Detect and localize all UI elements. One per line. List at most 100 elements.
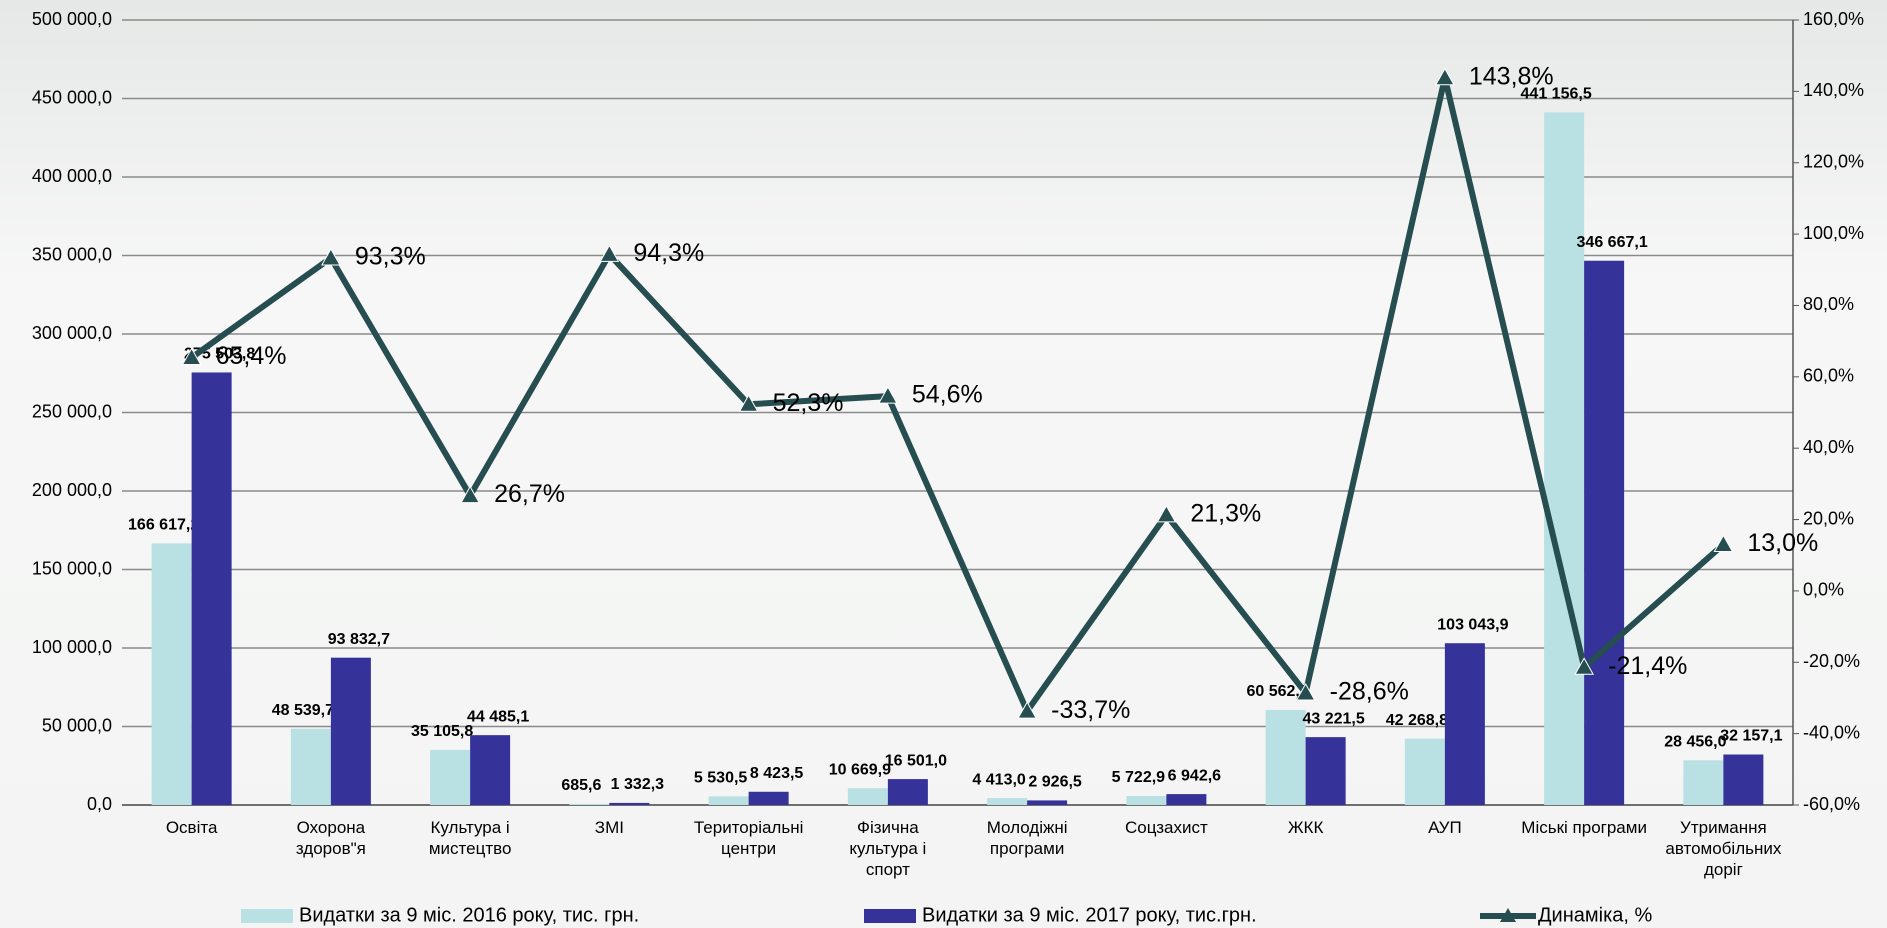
y-tick-label: 50 000,0 (42, 715, 112, 735)
y2-tick-label: 20,0% (1803, 508, 1854, 528)
value-label: 5 722,9 (1112, 769, 1165, 786)
x-tick-label: Територіальні центри (693, 818, 804, 858)
bar (1683, 760, 1724, 805)
line-marker (321, 247, 341, 266)
y-tick-label: 500 000,0 (32, 9, 112, 29)
bar (569, 803, 610, 805)
y2-tick-label: 120,0% (1803, 151, 1864, 171)
value-label: 32 157,1 (1720, 728, 1782, 745)
y2-tick-label: 0,0% (1803, 580, 1844, 600)
line-marker (1574, 657, 1594, 675)
y2-tick-label: -20,0% (1803, 651, 1860, 671)
bar (151, 543, 192, 805)
line-marker (181, 347, 202, 366)
legend-label: Видатки за 9 міс. 2017 року, тис.грн. (922, 904, 1257, 926)
line-marker (599, 244, 620, 262)
bar (1584, 260, 1625, 805)
bar (1126, 796, 1167, 805)
x-tick-label: Міські програми (1521, 818, 1647, 837)
y-tick-label: 250 000,0 (32, 401, 112, 421)
line-marker (1435, 67, 1455, 86)
bar (609, 802, 650, 805)
x-tick-label: Утримання автомобільних доріг (1665, 818, 1782, 879)
line-label: 13,0% (1747, 529, 1818, 557)
y2-tick-label: 140,0% (1803, 80, 1864, 100)
line-label: -21,4% (1608, 652, 1687, 680)
line-label: 93,3% (355, 243, 426, 271)
line-marker (1713, 534, 1734, 553)
y2-tick-label: 60,0% (1803, 366, 1854, 386)
y2-tick-label: -40,0% (1803, 722, 1860, 742)
line-label: 143,8% (1469, 62, 1554, 90)
y-tick-label: 100 000,0 (32, 637, 112, 657)
value-label: 2 926,5 (1028, 774, 1081, 791)
bar (1404, 738, 1445, 805)
y-tick-label: 300 000,0 (32, 323, 112, 343)
x-tick-label: Охорона здоров"я (295, 818, 366, 858)
x-tick-label: Культура і мистецтво (428, 818, 512, 858)
y-tick-label: 350 000,0 (32, 244, 112, 264)
line-marker (738, 394, 759, 412)
line-marker (460, 485, 480, 504)
bar (1265, 709, 1306, 805)
bar (708, 796, 749, 805)
bar (430, 749, 471, 805)
bar (1723, 754, 1764, 805)
bar (470, 735, 511, 805)
y-tick-label: 450 000,0 (32, 87, 112, 107)
bar (887, 779, 928, 805)
line-label: 21,3% (1190, 500, 1261, 528)
line-marker (1156, 504, 1177, 523)
x-tick-label: Освіта (165, 818, 218, 837)
line (189, 77, 1726, 718)
legend-swatch (241, 909, 293, 923)
x-tick-label: ЗМІ (594, 818, 624, 837)
legend-label: Динаміка, % (1538, 904, 1653, 926)
bar (330, 657, 371, 805)
bar (1166, 794, 1207, 805)
value-label: 48 539,7 (272, 702, 334, 719)
value-label: 441 156,5 (1521, 86, 1592, 103)
bar (290, 728, 331, 805)
value-label: 60 562,2 (1246, 683, 1308, 700)
value-label: 166 617,2 (128, 517, 199, 534)
x-tick-label: ЖКК (1287, 818, 1324, 837)
value-label: 1 332,3 (611, 776, 664, 793)
legend-swatch (864, 909, 916, 923)
legend-label: Видатки за 9 міс. 2016 року, тис. грн. (299, 904, 639, 926)
value-label: 16 501,0 (885, 752, 947, 769)
value-label: 5 530,5 (694, 770, 747, 787)
y2-tick-label: -60,0% (1803, 794, 1860, 814)
bar (847, 788, 888, 805)
line-label: -33,7% (1051, 696, 1130, 724)
x-tick-label: АУП (1428, 818, 1462, 837)
value-label: 44 485,1 (467, 708, 529, 725)
bar (748, 791, 789, 805)
y-tick-label: 0,0 (87, 794, 112, 814)
y2-tick-label: 80,0% (1803, 294, 1854, 314)
x-tick-label: Фізична культура і спорт (849, 818, 927, 879)
value-label: 8 423,5 (750, 765, 803, 782)
value-label: 35 105,8 (411, 723, 473, 740)
value-label: 4 413,0 (972, 771, 1025, 788)
x-tick-label: Соцзахист (1124, 818, 1208, 837)
y2-tick-label: 160,0% (1803, 9, 1864, 29)
x-tick-label: Молодіжні програми (986, 818, 1068, 858)
value-label: 10 669,9 (829, 761, 891, 778)
y2-tick-label: 40,0% (1803, 437, 1854, 457)
value-label: 93 832,7 (328, 631, 390, 648)
bar (1544, 112, 1585, 806)
value-label: 346 667,1 (1577, 234, 1648, 251)
y-tick-label: 400 000,0 (32, 166, 112, 186)
value-label: 28 456,0 (1664, 734, 1726, 751)
legend-marker (1500, 908, 1516, 922)
value-label: 103 043,9 (1437, 616, 1508, 633)
value-label: 43 221,5 (1302, 710, 1364, 727)
line-label: 54,6% (912, 381, 983, 409)
y-tick-label: 150 000,0 (32, 558, 112, 578)
bar (987, 798, 1028, 805)
bar (1444, 643, 1485, 805)
line-marker (1295, 682, 1316, 701)
value-label: 685,6 (561, 777, 601, 794)
